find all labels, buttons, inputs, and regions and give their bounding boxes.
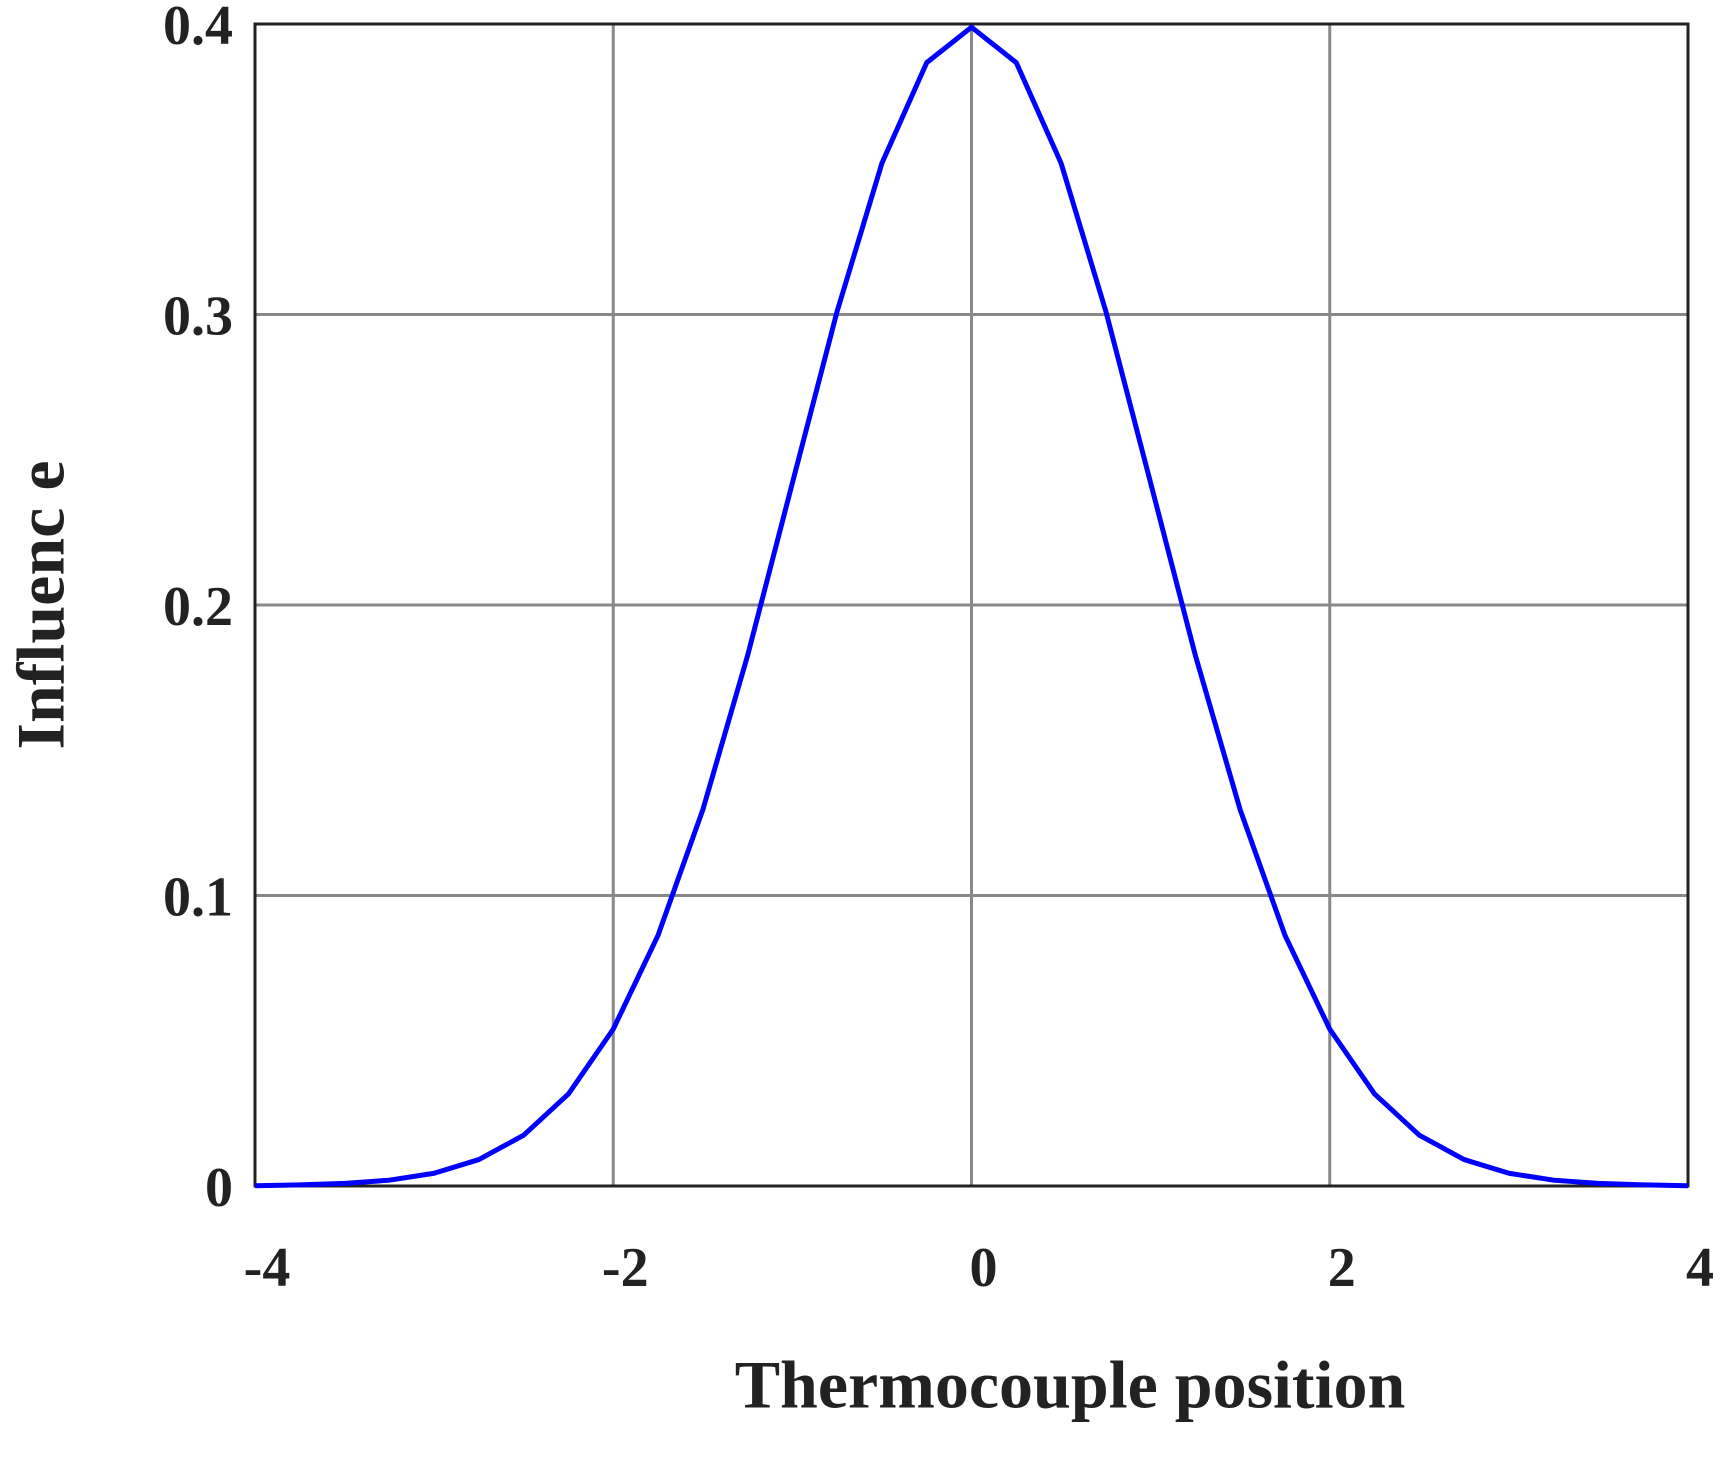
x-tick-label: 4	[1686, 1237, 1714, 1299]
x-tick-label: 0	[970, 1237, 998, 1299]
x-tick-label: 2	[1328, 1237, 1356, 1299]
y-tick-label: 0.2	[163, 576, 233, 638]
line-series	[254, 24, 1689, 1189]
y-tick-label: 0.1	[163, 867, 233, 929]
x-tick-label: -2	[602, 1237, 649, 1299]
y-tick-label: 0	[205, 1157, 233, 1219]
x-axis-label: Thermocouple position	[735, 1347, 1406, 1423]
plot-frame	[253, 22, 1690, 1188]
y-axis-label: Influenc e	[3, 461, 79, 750]
x-tick-label: -4	[244, 1237, 291, 1299]
y-tick-label: 0.3	[163, 286, 233, 348]
y-tick-label: 0.4	[163, 0, 233, 57]
